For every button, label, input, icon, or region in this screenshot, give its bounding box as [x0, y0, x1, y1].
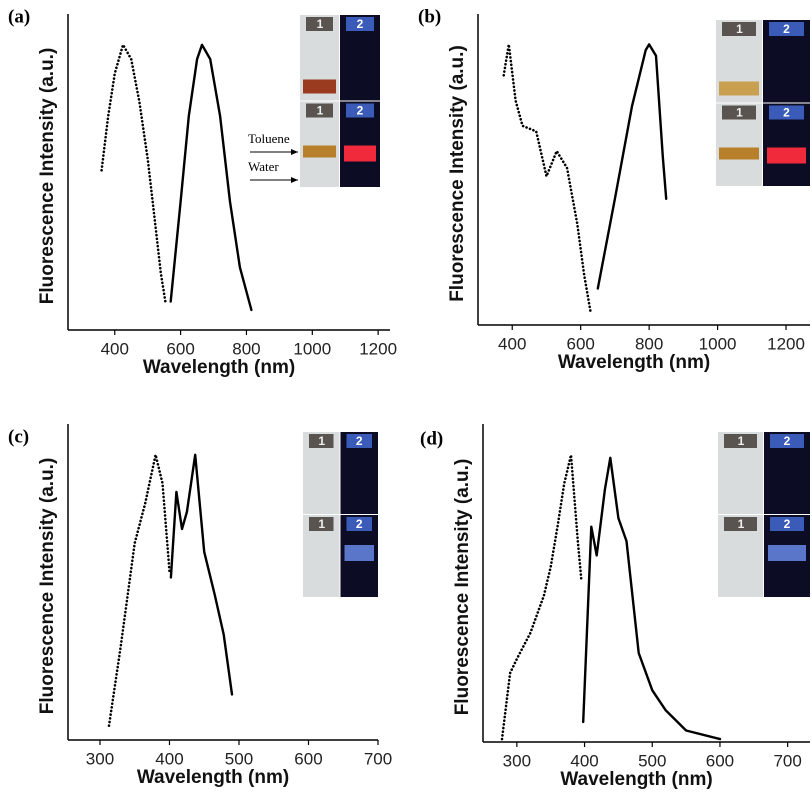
emission-band	[767, 147, 806, 164]
vial-label: 2	[783, 106, 790, 120]
x-tick-label: 1200	[359, 339, 397, 358]
y-axis-label: Fluorescence Intensity (a.u.)	[37, 48, 58, 305]
liquid	[303, 79, 336, 94]
vial-cap	[769, 105, 804, 120]
x-tick-label: 700	[773, 751, 801, 770]
liquid	[719, 147, 759, 160]
inset-photo	[718, 432, 810, 597]
vial-cap	[769, 22, 804, 36]
vial-cap	[306, 17, 333, 31]
x-tick-label: 600	[294, 749, 322, 768]
x-tick-label: 400	[101, 339, 129, 358]
vial-cap	[722, 105, 756, 120]
vial-cap	[724, 517, 757, 531]
emission-band	[768, 545, 806, 561]
x-tick-label: 700	[364, 749, 392, 768]
panel-label: (d)	[420, 428, 443, 449]
data-line	[500, 453, 583, 741]
data-line	[169, 453, 234, 696]
panel-label: (b)	[418, 6, 441, 27]
vial-cap	[309, 517, 334, 531]
arrow-head	[291, 149, 298, 155]
y-axis-label: Fluorescence Intensity (a.u.)	[452, 459, 473, 716]
vial-cap	[346, 17, 374, 31]
vial-label: 1	[317, 17, 324, 31]
arrow-head	[291, 177, 298, 183]
vial-cap	[346, 434, 372, 448]
data-line	[100, 43, 168, 306]
inset-photo	[303, 432, 378, 597]
emission-band	[344, 145, 376, 162]
panel-label: (a)	[8, 6, 30, 27]
x-tick-label: 800	[232, 339, 260, 358]
liquid	[719, 81, 759, 96]
y-axis-label: Fluorescence Intensity (a.u.)	[447, 45, 468, 302]
x-tick-label: 400	[570, 751, 598, 770]
vial-cap	[770, 434, 804, 448]
x-tick-label: 600	[566, 334, 594, 353]
x-tick-label: 600	[706, 751, 734, 770]
x-axis-label: Wavelength (nm)	[560, 769, 712, 790]
inset-photo	[300, 15, 380, 187]
vial-label: 2	[357, 104, 364, 118]
liquid	[303, 145, 336, 158]
x-tick-label: 1000	[293, 339, 331, 358]
x-axis-label: Wavelength (nm)	[558, 352, 710, 373]
vial-label: 1	[736, 22, 743, 36]
y-axis-label: Fluorescence Intensity (a.u.)	[37, 458, 58, 715]
vial-cap	[346, 517, 372, 531]
vial-label: 2	[356, 517, 363, 531]
x-tick-label: 500	[638, 751, 666, 770]
x-tick-label: 400	[498, 334, 526, 353]
x-tick-label: 300	[86, 749, 114, 768]
data-line	[169, 43, 253, 312]
emission-band	[344, 545, 374, 561]
x-tick-label: 600	[166, 339, 194, 358]
vial-label: 1	[318, 434, 325, 448]
inset-photo	[716, 20, 810, 186]
vial-label: 1	[736, 106, 743, 120]
vial-cap	[724, 434, 757, 448]
vial-label: 2	[783, 22, 790, 36]
vial-cap	[722, 22, 756, 36]
vial-label: 1	[318, 517, 325, 531]
vial-cap	[306, 103, 333, 118]
vial-label: 2	[784, 517, 791, 531]
data-line	[107, 453, 171, 727]
x-axis-label: Wavelength (nm)	[143, 357, 295, 378]
x-tick-label: 1000	[699, 334, 737, 353]
x-tick-label: 800	[635, 334, 663, 353]
x-tick-label: 400	[155, 749, 183, 768]
x-tick-label: 500	[225, 749, 253, 768]
vial-label: 1	[317, 104, 324, 118]
vial-label: 2	[357, 17, 364, 31]
vial-cap	[770, 517, 804, 531]
x-tick-label: 300	[503, 751, 531, 770]
vial-label: 1	[738, 517, 745, 531]
x-tick-label: 1200	[767, 334, 805, 353]
vial-cap	[346, 103, 374, 118]
x-axis-label: Wavelength (nm)	[137, 767, 289, 788]
annotation: Toluene	[248, 131, 290, 146]
vial-cap	[309, 434, 334, 448]
vial-label: 1	[738, 434, 745, 448]
data-line	[596, 43, 668, 290]
panel-label: (c)	[8, 426, 29, 447]
data-line	[502, 43, 593, 316]
annotation: Water	[248, 159, 279, 174]
vial-label: 2	[356, 434, 363, 448]
vial-label: 2	[784, 434, 791, 448]
data-line	[582, 456, 722, 741]
